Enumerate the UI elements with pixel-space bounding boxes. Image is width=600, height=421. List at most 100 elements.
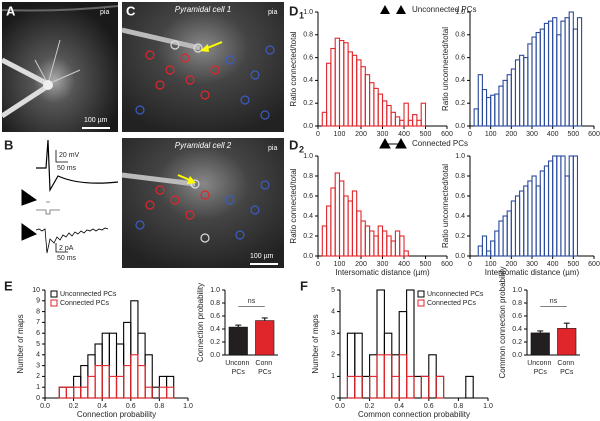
x-tick-label: 600 bbox=[588, 131, 600, 138]
hist-bar bbox=[360, 66, 366, 127]
x-tick-label: 500 bbox=[567, 261, 579, 268]
hist-bar bbox=[354, 375, 363, 399]
y-tick-label: 0.0 bbox=[303, 253, 313, 260]
hist-bar bbox=[403, 102, 409, 127]
hist-bar bbox=[351, 190, 358, 257]
scale-label: 50 ms bbox=[57, 165, 77, 172]
y-tick-label: 0.4 bbox=[303, 77, 313, 84]
x-tick-label: 100 bbox=[334, 131, 346, 138]
hist-bar bbox=[543, 22, 550, 127]
y-axis-label: Ratio connected/total bbox=[289, 31, 298, 106]
hist-bar bbox=[568, 11, 574, 127]
y-tick-label: 0.8 bbox=[455, 32, 465, 39]
pia-label: pia bbox=[268, 9, 277, 16]
bar bbox=[530, 332, 550, 356]
hist-bar bbox=[394, 116, 401, 127]
hist-bar bbox=[347, 200, 353, 257]
y-tick-label: 0.6 bbox=[512, 313, 522, 320]
y-tick-label: 1 bbox=[36, 384, 40, 391]
hist-bar bbox=[406, 375, 415, 399]
hist-bar bbox=[326, 205, 332, 257]
x-tick-label: 0.0 bbox=[40, 403, 50, 410]
hist-bar bbox=[498, 85, 504, 127]
image-a bbox=[0, 2, 119, 132]
x-tick-label: 200 bbox=[505, 261, 517, 268]
hist-bar bbox=[137, 365, 146, 399]
x-tick-label: 600 bbox=[588, 261, 600, 268]
x-tick-label: 400 bbox=[547, 261, 559, 268]
hist-bar bbox=[391, 375, 400, 399]
hist-bar bbox=[376, 354, 385, 399]
y-tick-label: 3 bbox=[36, 362, 40, 369]
hist-bar bbox=[399, 235, 405, 257]
hist-bar bbox=[576, 17, 583, 127]
hist-bar bbox=[494, 93, 500, 127]
x-tick-label: 200 bbox=[355, 131, 367, 138]
hist-bar bbox=[420, 375, 430, 399]
x-tick-label: 100 bbox=[485, 131, 497, 138]
hist-bar bbox=[556, 155, 562, 257]
hist-bar bbox=[321, 225, 328, 257]
hist-bar bbox=[485, 96, 492, 127]
y-tick-label: 0 bbox=[331, 395, 335, 402]
hist-bar bbox=[420, 102, 427, 127]
y-tick-label: 0.0 bbox=[303, 123, 313, 130]
legend-text: Unconnected PCs bbox=[412, 5, 476, 14]
hist-bar bbox=[123, 365, 132, 399]
hist-bar bbox=[343, 42, 349, 127]
hist-bar bbox=[130, 300, 139, 399]
x-tick-label: 1.0 bbox=[183, 403, 193, 410]
cell-label: Pyramidal cell 2 bbox=[175, 141, 232, 150]
x-axis-label: Intersomatic distance (µm) bbox=[335, 268, 430, 277]
hist-bar bbox=[420, 375, 430, 399]
legend-label: Unconnected PCs bbox=[60, 291, 117, 298]
hist-bar bbox=[539, 28, 545, 127]
bar bbox=[557, 328, 577, 356]
hist-bar bbox=[560, 20, 566, 127]
x-tick-label: 0.4 bbox=[394, 403, 404, 410]
hist-bar bbox=[477, 74, 483, 127]
x-tick-label: 0 bbox=[468, 261, 472, 268]
hist-bar bbox=[58, 386, 67, 399]
y-tick-label: 0.6 bbox=[210, 313, 220, 320]
legend-label: Connected PCs bbox=[427, 300, 477, 307]
hist-bar bbox=[369, 375, 378, 399]
hist-bar bbox=[547, 20, 554, 127]
x-tick-label: 200 bbox=[505, 131, 517, 138]
panel-index: 2 bbox=[299, 144, 304, 154]
x-tick-label: 1.0 bbox=[483, 403, 493, 410]
x-tick-label: 400 bbox=[398, 261, 410, 268]
hist-bar bbox=[115, 375, 125, 399]
x-tick-label: 300 bbox=[526, 261, 538, 268]
hist-bar bbox=[58, 386, 67, 399]
pia-label: pia bbox=[100, 9, 109, 16]
y-tick-label: 0.0 bbox=[210, 352, 220, 359]
hist-bar bbox=[506, 210, 512, 257]
x-tick-label: 500 bbox=[420, 261, 432, 268]
y-tick-label: 1.0 bbox=[512, 287, 522, 294]
legend-label: Connected PCs bbox=[60, 300, 110, 307]
hist-bar bbox=[502, 79, 508, 127]
hist-bar bbox=[386, 104, 392, 127]
x-tick-label: 0.8 bbox=[454, 403, 464, 410]
hist-bar bbox=[144, 354, 153, 399]
scale-label: 100 µm bbox=[250, 253, 274, 260]
x-tick-label: 500 bbox=[567, 131, 579, 138]
y-tick-label: 1 bbox=[331, 373, 335, 380]
hist-bar bbox=[490, 94, 496, 127]
hist-bar bbox=[364, 74, 371, 127]
panel-label: D bbox=[289, 3, 298, 18]
legend-swatch bbox=[50, 290, 58, 298]
hist-bar bbox=[416, 119, 422, 127]
hist-bar bbox=[519, 54, 525, 127]
hist-bar bbox=[130, 354, 139, 399]
x-tick-label: 300 bbox=[377, 261, 389, 268]
y-tick-label: 1.0 bbox=[303, 153, 313, 160]
hist-bar bbox=[144, 386, 153, 399]
hist-bar bbox=[390, 240, 396, 257]
hist-bar bbox=[369, 82, 375, 127]
hist-bar bbox=[514, 59, 521, 127]
hist-bar bbox=[510, 200, 517, 257]
x-tick-label: 0.0 bbox=[335, 403, 345, 410]
